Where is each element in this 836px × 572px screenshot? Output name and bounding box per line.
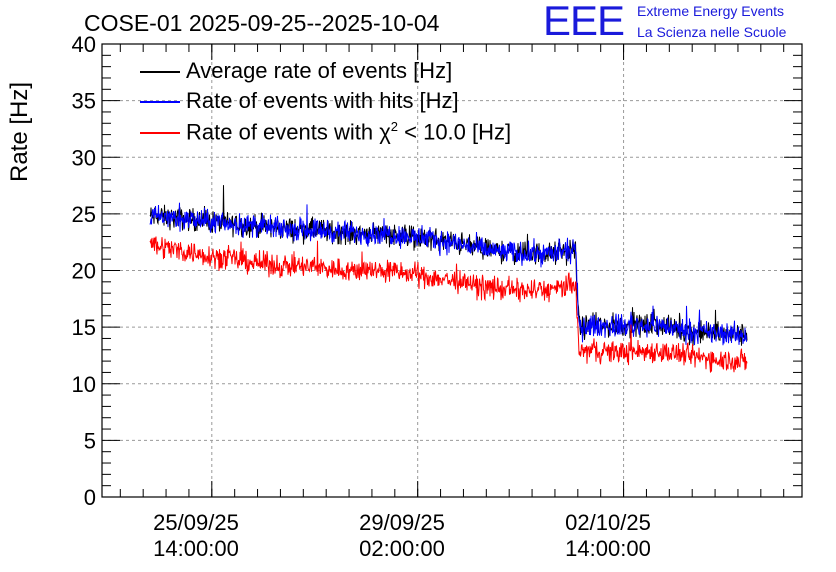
x-tick-date: 25/09/25 (153, 510, 239, 535)
x-tick-label: 25/09/25 14:00:00 (126, 510, 266, 562)
data-series (149, 185, 748, 373)
x-tick-time: 14:00:00 (153, 536, 239, 561)
eee-logo: EEE (543, 0, 625, 44)
legend-label-average: Average rate of events [Hz] (186, 58, 453, 83)
y-tick-label: 35 (72, 89, 96, 114)
axis-ticks: 0 5 10 15 20 25 30 35 40 (72, 32, 802, 510)
y-tick-label: 0 (84, 485, 96, 510)
legend-chi-symbol: χ (379, 119, 391, 145)
x-tick-label: 29/09/25 02:00:00 (332, 510, 472, 562)
x-tick-date: 02/10/25 (565, 510, 651, 535)
chart-title: COSE-01 2025-09-25--2025-10-04 (84, 10, 440, 36)
x-tick-time: 02:00:00 (359, 536, 445, 561)
legend-swatch-hits (140, 101, 180, 103)
legend-chi2-suffix: < 10.0 [Hz] (398, 119, 512, 145)
series-line-1 (149, 202, 748, 346)
legend-swatch-average (140, 71, 180, 73)
legend-chi-exponent: 2 (390, 119, 399, 134)
y-tick-label: 15 (72, 315, 96, 340)
legend-swatch-chi2 (140, 132, 180, 134)
x-tick-date: 29/09/25 (359, 510, 445, 535)
y-tick-label: 5 (84, 428, 96, 453)
legend-chi2-prefix: Rate of events with (186, 119, 380, 145)
y-tick-label: 40 (72, 32, 96, 57)
y-tick-label: 30 (72, 145, 96, 170)
series-line-2 (149, 236, 748, 373)
y-axis-label: Rate [Hz] (6, 81, 33, 183)
y-tick-label: 20 (72, 259, 96, 284)
logo-line-1: Extreme Energy Events (637, 3, 785, 19)
y-tick-label: 25 (72, 202, 96, 227)
legend-label-chi2: Rate of events with χ2 < 10.0 [Hz] (186, 119, 511, 145)
legend-label-hits: Rate of events with hits [Hz] (186, 88, 459, 113)
logo-line-2: La Scienza nelle Scuole (637, 24, 787, 40)
x-tick-time: 14:00:00 (565, 536, 651, 561)
y-tick-label: 10 (72, 372, 96, 397)
x-tick-label: 02/10/25 14:00:00 (538, 510, 678, 562)
